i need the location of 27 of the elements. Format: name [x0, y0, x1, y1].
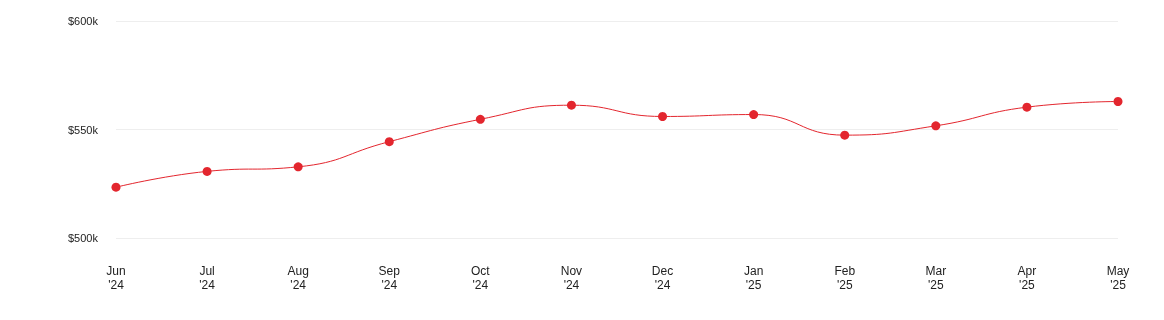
point [475, 114, 485, 124]
x-tick-label: Aug '24 [287, 264, 309, 292]
point [749, 110, 759, 120]
point [658, 111, 668, 121]
x-tick-label: Jan '25 [743, 264, 764, 292]
x-tick-label: Jul '24 [199, 264, 216, 292]
y-tick-label: $600k [68, 15, 99, 27]
x-tick-label: Feb '25 [834, 264, 856, 292]
y-tick-label: $550k [68, 123, 99, 136]
point [566, 100, 576, 110]
x-tick-label: Jun '24 [106, 264, 126, 292]
point [293, 162, 303, 172]
x-tick-label: Mar '25 [925, 264, 947, 292]
point [1022, 102, 1032, 112]
point [384, 137, 394, 147]
point [931, 121, 941, 131]
x-tick-label: Dec '24 [651, 264, 674, 292]
x-tick-label: Sep '24 [378, 264, 401, 292]
y-tick-label: $500k [68, 232, 99, 244]
x-tick-label: Oct '24 [471, 264, 491, 292]
x-tick-label: Nov '24 [560, 264, 583, 292]
point [1113, 97, 1123, 106]
point [840, 130, 850, 140]
x-tick-label: Apr '25 [1017, 264, 1037, 292]
point [202, 166, 212, 176]
x-tick-label: May '25 [1106, 264, 1130, 292]
point [111, 182, 121, 192]
